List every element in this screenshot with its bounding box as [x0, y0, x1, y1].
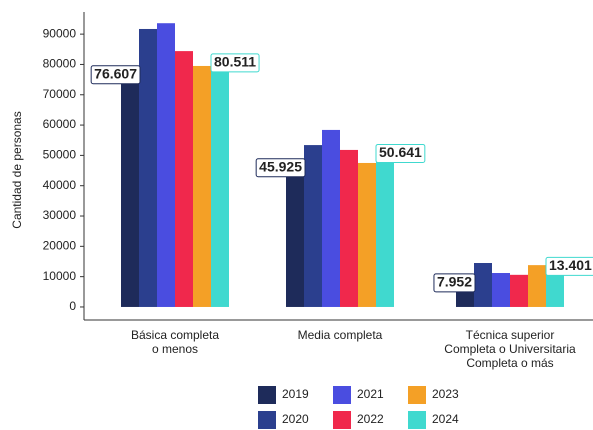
x-tick-label: Técnica superior Completa o Universitaria…: [444, 328, 576, 370]
y-axis-label: Cantidad de personas: [10, 111, 24, 228]
value-label-bg: [545, 256, 593, 276]
bar: [157, 23, 175, 307]
bar: [121, 74, 139, 307]
bar: [358, 162, 376, 307]
legend-swatch: [258, 386, 276, 404]
value-label-bg: [255, 158, 306, 178]
legend-label: 2019: [282, 387, 309, 401]
value-label: 7.952: [437, 274, 472, 290]
value-label-box: 13.401: [545, 256, 593, 276]
bar: [175, 51, 193, 307]
bar: [286, 167, 304, 307]
y-tick-label: 70000: [43, 87, 77, 101]
legend-label: 2023: [432, 387, 459, 401]
value-label: 76.607: [94, 65, 137, 81]
bar: [340, 149, 358, 307]
legend-label: 2021: [357, 387, 384, 401]
y-tick-label: 50000: [43, 148, 77, 162]
x-tick-label: Media completa: [298, 328, 383, 342]
value-label: 45.925: [259, 158, 302, 174]
y-tick-label: 0: [69, 299, 76, 313]
value-label: 13.401: [549, 257, 592, 273]
y-tick-label: 90000: [43, 26, 77, 40]
legend-swatch: [333, 386, 351, 404]
y-tick-label: 60000: [43, 117, 77, 131]
bar: [474, 263, 492, 307]
legend-label: 2020: [282, 412, 309, 426]
value-label-box: 80.511: [210, 53, 260, 73]
value-label-box: 45.925: [255, 158, 306, 178]
y-tick-label: 30000: [43, 208, 77, 222]
value-label: 50.641: [379, 144, 422, 160]
y-tick-label: 20000: [43, 239, 77, 253]
bar: [510, 274, 528, 307]
y-tick-label: 10000: [43, 269, 77, 283]
y-tick-label: 80000: [43, 57, 77, 71]
value-label-bg: [375, 143, 426, 163]
value-label-bg: [90, 65, 141, 85]
bar: [193, 65, 211, 307]
legend-swatch: [333, 411, 351, 429]
legend-label: 2024: [432, 412, 459, 426]
value-label-bg: [210, 53, 260, 73]
value-label-box: 50.641: [375, 143, 426, 163]
x-tick-label: Básica completa o menos: [131, 328, 219, 356]
legend-swatch: [408, 411, 426, 429]
y-tick-label: 40000: [43, 178, 77, 192]
bar: [211, 62, 229, 307]
legend-label: 2022: [357, 412, 384, 426]
bar: [304, 145, 322, 307]
bar: [322, 129, 340, 307]
bar: [546, 266, 564, 307]
bar: [139, 28, 157, 307]
value-label-box: 76.607: [90, 65, 141, 85]
legend-swatch: [258, 411, 276, 429]
bar: [376, 153, 394, 307]
value-label-box: 7.952: [433, 273, 476, 293]
legend-swatch: [408, 386, 426, 404]
value-label-bg: [433, 273, 476, 293]
bar: [528, 265, 546, 307]
value-label: 80.511: [214, 54, 256, 70]
bar: [492, 273, 510, 307]
